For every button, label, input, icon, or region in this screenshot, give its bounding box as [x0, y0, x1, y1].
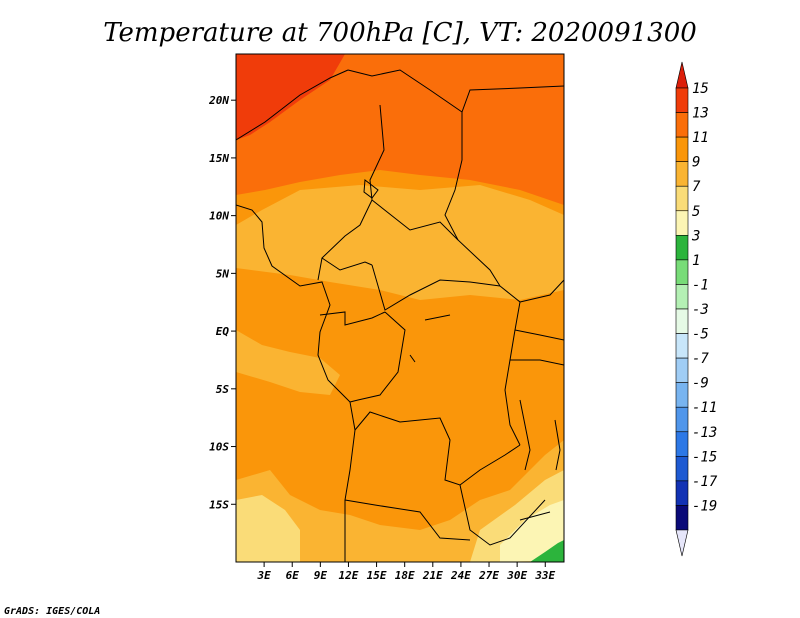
latitude-axis: 20N 15N 10N 5N EQ 5S 10S 15S	[208, 94, 236, 511]
colorbar-swatch	[675, 210, 689, 236]
colorbar-swatch	[675, 308, 689, 334]
zambia-border	[459, 484, 546, 546]
colorbar-swatch	[675, 456, 689, 482]
drc-border	[349, 311, 406, 403]
lat-tick-label: 10N	[209, 210, 229, 223]
lat-tick-label: 15S	[209, 498, 229, 511]
colorbar-swatch	[675, 382, 689, 408]
colorbar-swatch	[675, 505, 689, 531]
colorbar-swatch	[675, 357, 689, 383]
colorbar-label: -1	[692, 277, 709, 293]
colorbar-swatch	[675, 136, 689, 162]
colorbar-label: -19	[692, 498, 717, 514]
colorbar-label: -17	[692, 474, 718, 490]
colorbar-label: -13	[692, 425, 717, 441]
colorbar-label: 3	[691, 228, 700, 244]
chad-sudan-border	[444, 112, 501, 287]
lon-tick-label: 3E	[256, 569, 271, 582]
colorbar-label: 5	[692, 204, 700, 220]
colorbar-swatch	[675, 185, 689, 212]
colorbar-swatch	[675, 87, 689, 113]
lake-chad	[363, 179, 379, 199]
lon-tick-label: 18E	[395, 569, 415, 582]
east-africa-border	[510, 279, 564, 366]
colorbar-swatch	[675, 480, 689, 506]
car-border	[371, 199, 501, 311]
colorbar-swatch	[675, 235, 689, 261]
lon-tick-label: 12E	[339, 569, 359, 582]
lon-tick-label: 6E	[286, 569, 300, 582]
libya-border	[347, 69, 463, 113]
colorbar-swatch	[675, 112, 689, 138]
temperature-region-13-15	[236, 54, 345, 140]
lat-tick-label: 5N	[216, 267, 230, 280]
colorbar-label: -5	[692, 327, 709, 343]
cameroon-border	[321, 257, 373, 271]
temperature-region-3-5	[500, 500, 564, 562]
lake-outlines	[409, 314, 561, 521]
temperature-region-7-9-north	[236, 185, 564, 300]
country-borders	[236, 69, 564, 562]
colorbar-swatch	[675, 259, 689, 285]
colorbar-label: -3	[692, 302, 709, 318]
colorbar-top-arrow	[675, 61, 689, 89]
colorbar-label: -15	[692, 449, 717, 465]
colorbar-label: -11	[692, 400, 717, 416]
temperature-region-11-13	[236, 54, 564, 205]
lat-tick-label: 5S	[216, 383, 230, 396]
colorbar-swatch	[675, 161, 689, 187]
algeria-niger-border	[236, 69, 349, 141]
nile-course	[461, 85, 564, 113]
colorbar-label: 15	[692, 81, 709, 97]
lon-tick-label: 30E	[506, 569, 527, 582]
figure-title: Temperature at 700hPa [C], VT: 202009130…	[103, 18, 697, 48]
colorbar-swatch	[675, 406, 689, 433]
colorbar-label: 13	[692, 106, 709, 122]
colorbar-label: 1	[692, 253, 700, 269]
longitude-axis: 3E 6E 9E 12E 15E 18E 21E 24E 27E 30E 33E	[256, 562, 556, 582]
map-area	[236, 54, 564, 562]
colorbar-label: -9	[692, 376, 709, 392]
lon-tick-label: 24E	[450, 569, 471, 582]
lon-tick-label: 15E	[367, 569, 387, 582]
colorbar-label: 11	[692, 130, 709, 146]
lon-tick-label: 33E	[534, 569, 555, 582]
grads-credit: GrADS: IGES/COLA	[4, 606, 100, 617]
colorbar-swatch	[675, 431, 689, 457]
temperature-region-5-7	[236, 495, 300, 562]
lat-tick-label: 15N	[209, 152, 229, 165]
congo-gabon-border	[319, 311, 386, 326]
chad-west-border	[317, 104, 385, 281]
temperature-region-1-3	[530, 540, 564, 562]
lat-tick-label: 10S	[209, 441, 229, 454]
colorbar-swatch	[675, 284, 689, 310]
namibia-border	[344, 499, 471, 541]
colorbar-label: -7	[692, 351, 709, 367]
lon-tick-label: 27E	[478, 569, 499, 582]
lat-tick-label: EQ	[216, 325, 230, 338]
colorbar-swatch	[675, 333, 689, 359]
lon-tick-label: 9E	[314, 569, 328, 582]
colorbar-bottom-arrow	[675, 529, 689, 557]
colorbar-legend: 15 13 11 9 7 5 3 1 -1 -3 -5 -7 -9 -11 -13 -15 -17 -19	[675, 61, 718, 557]
colorbar-label: 7	[692, 179, 701, 195]
colorbar-label: 9	[692, 155, 700, 171]
temperature-region-7-9-coast	[236, 330, 340, 395]
angola-border	[354, 411, 521, 486]
lon-tick-label: 21E	[422, 569, 443, 582]
coastline-west	[236, 204, 356, 562]
map-frame	[235, 53, 565, 563]
lat-tick-label: 20N	[208, 94, 229, 107]
